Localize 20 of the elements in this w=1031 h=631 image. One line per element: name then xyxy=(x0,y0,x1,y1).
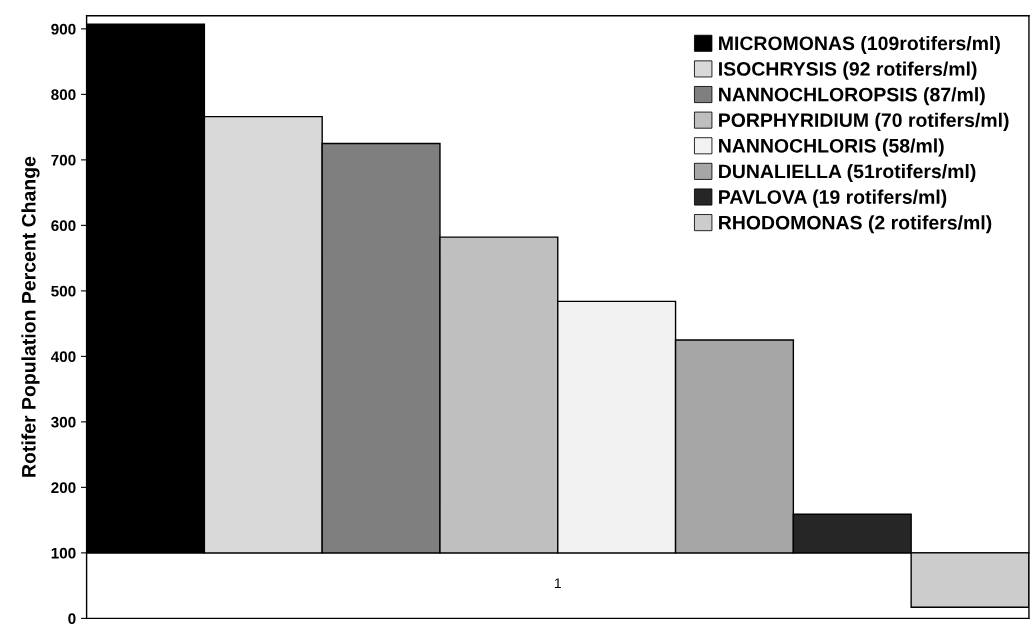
y-tick-label: 400 xyxy=(50,351,76,363)
legend-label: PORPHYRIDIUM (70 rotifers/ml) xyxy=(719,112,1009,131)
y-axis-title: Rotifer Population Percent Change xyxy=(21,156,40,477)
legend-label: ISOCHRYSIS (92 rotifers/ml) xyxy=(719,61,977,80)
x-tick-label: 1 xyxy=(554,578,561,588)
legend-label: NANNOCHLORIS (58/ml) xyxy=(719,138,944,157)
y-tick-label: 200 xyxy=(51,482,76,494)
y-tick-label: 500 xyxy=(51,285,76,297)
legend-label: RHODOMONAS (2 rotifers/ml) xyxy=(719,215,992,234)
y-tick-label: 100 xyxy=(51,547,76,559)
legend-label: PAVLOVA (19 rotifers/ml) xyxy=(719,189,947,208)
legend-label: NANNOCHLOROPSIS (87/ml) xyxy=(719,87,985,106)
y-tick-label: 600 xyxy=(51,220,76,232)
y-tick-label: 700 xyxy=(51,154,76,166)
y-tick-label: 800 xyxy=(51,89,76,101)
legend-label: DUNALIELLA (51rotifers/ml) xyxy=(719,164,976,183)
legend-label: MICROMONAS (109rotifers/ml) xyxy=(719,35,1000,55)
y-tick-label: 300 xyxy=(51,416,76,428)
y-tick-label: 900 xyxy=(51,23,76,35)
y-tick-label: 0 xyxy=(68,613,76,625)
